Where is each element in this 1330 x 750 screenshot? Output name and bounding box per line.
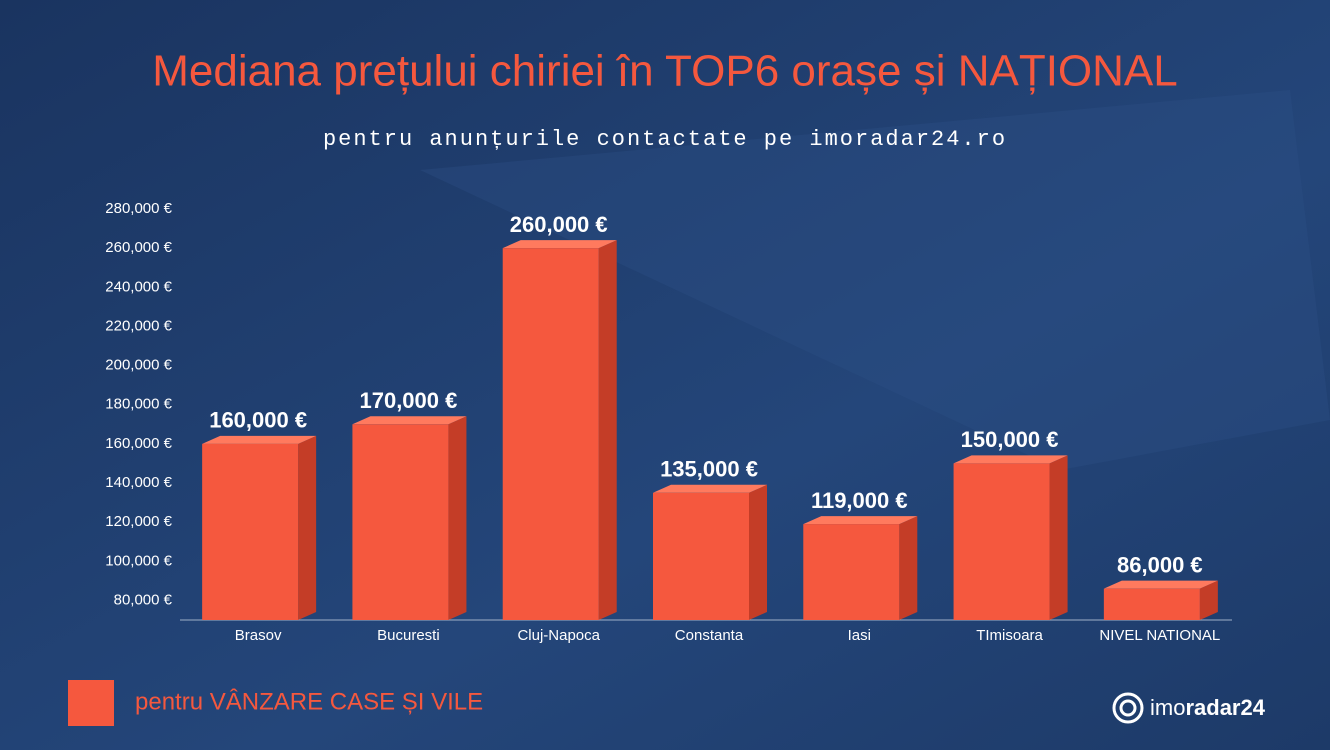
value-label: 135,000 € (660, 457, 758, 482)
x-tick-label: NIVEL NATIONAL (1099, 627, 1220, 644)
brand-logo: imoradar24 (1112, 692, 1266, 724)
value-label: 160,000 € (209, 408, 307, 433)
bar (502, 248, 599, 620)
bar-side (1049, 455, 1068, 620)
value-label: 119,000 € (811, 488, 908, 513)
brand-light: imo (1150, 695, 1185, 720)
legend-label: pentru VÂNZARE CASE ȘI VILE (135, 688, 483, 715)
x-tick-label: Iasi (848, 627, 871, 644)
brand-bold: radar24 (1185, 695, 1265, 720)
y-tick-label: 220,000 € (105, 317, 172, 334)
bar (653, 492, 749, 620)
brand-name: imoradar24 (1150, 695, 1266, 720)
bar-top (803, 516, 918, 525)
bar (953, 463, 1050, 620)
x-tick-label: Cluj-Napoca (517, 627, 600, 644)
value-label: 150,000 € (961, 427, 1059, 452)
y-tick-label: 240,000 € (105, 278, 172, 295)
x-tick-label: Brasov (235, 627, 282, 644)
bar (1103, 588, 1200, 620)
y-tick-label: 80,000 € (114, 591, 173, 608)
logo-icon (1119, 699, 1137, 717)
bar (202, 443, 299, 620)
bar-top (202, 435, 317, 444)
x-tick-label: Bucuresti (377, 627, 440, 644)
bar-side (899, 516, 918, 620)
bar-top (653, 484, 767, 493)
logo-icon (1112, 692, 1144, 724)
y-tick-label: 280,000 € (105, 200, 172, 217)
bar-top (502, 240, 617, 249)
y-tick-label: 140,000 € (105, 474, 172, 491)
bar-top (352, 416, 467, 425)
bar-top (953, 455, 1068, 464)
background-laptop (420, 90, 1330, 470)
value-label: 260,000 € (510, 212, 608, 237)
y-tick-label: 260,000 € (105, 239, 172, 256)
bar-side (1199, 580, 1218, 620)
bar-side (448, 416, 467, 620)
bar-side (598, 240, 617, 620)
chart-title: Mediana prețului chiriei în TOP6 orașe ș… (152, 47, 1178, 96)
chart-subtitle: pentru anunțurile contactate pe imoradar… (323, 127, 1007, 152)
bar-top (1103, 580, 1218, 589)
bar (803, 524, 900, 620)
y-tick-label: 180,000 € (105, 396, 172, 413)
value-label: 86,000 € (1117, 552, 1203, 577)
x-tick-label: TImisoara (976, 627, 1043, 644)
value-label: 170,000 € (359, 388, 457, 413)
bar-side (749, 484, 767, 620)
legend-swatch (68, 680, 114, 726)
y-tick-label: 100,000 € (105, 552, 172, 569)
y-tick-label: 160,000 € (105, 435, 172, 452)
bar-side (298, 435, 317, 620)
y-tick-label: 120,000 € (105, 513, 172, 530)
y-tick-label: 200,000 € (105, 357, 172, 374)
bar (352, 424, 449, 620)
x-tick-label: Constanta (675, 627, 744, 644)
